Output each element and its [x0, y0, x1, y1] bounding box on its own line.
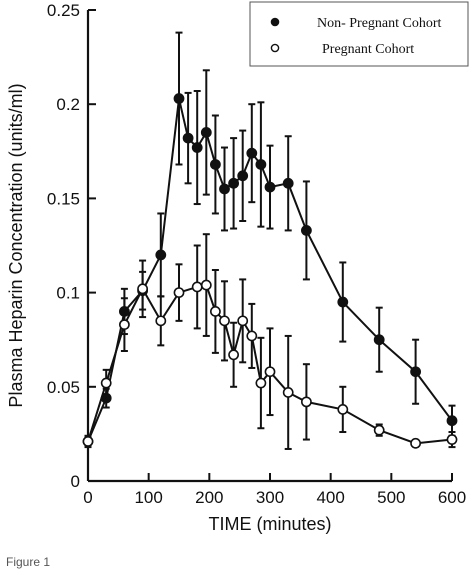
x-tick-label: 300: [256, 488, 284, 507]
pregnant-point: [100, 377, 112, 389]
data-points: [82, 93, 458, 449]
figure-caption: Figure 1: [6, 555, 50, 569]
pregnant-point: [228, 349, 239, 361]
legend: Non- Pregnant Cohort Pregnant Cohort: [249, 1, 469, 67]
non-pregnant-point: [337, 296, 349, 308]
y-tick-label: 0.05: [47, 378, 80, 397]
non-pregnant-point: [219, 183, 230, 195]
non-pregnant-point: [410, 366, 421, 378]
legend-marker-non-pregnant: [270, 17, 280, 27]
legend-box: [249, 1, 469, 67]
pregnant-point: [155, 315, 167, 327]
pregnant-point: [191, 281, 203, 293]
pregnant-point: [255, 377, 267, 389]
non-pregnant-point: [264, 181, 276, 193]
non-pregnant-point: [373, 334, 385, 346]
pregnant-point: [200, 279, 212, 291]
x-tick-label: 0: [83, 488, 92, 507]
y-tick-label: 0.2: [56, 95, 80, 114]
non-pregnant-point: [255, 159, 267, 170]
pregnant-point: [300, 396, 312, 408]
non-pregnant-point: [155, 249, 167, 261]
x-tick-label: 400: [316, 488, 344, 507]
y-tick-label: 0.25: [47, 1, 80, 20]
pregnant-point: [282, 387, 294, 398]
pregnant-point: [237, 315, 249, 327]
pregnant-point: [119, 319, 130, 331]
pregnant-point: [137, 283, 148, 295]
non-pregnant-point: [200, 127, 212, 138]
legend-marker-pregnant: [270, 43, 280, 53]
x-tick-label: 200: [195, 488, 223, 507]
y-tick-label: 0.15: [47, 189, 80, 208]
legend-label-pregnant: Pregnant Cohort: [322, 42, 414, 57]
pregnant-point: [173, 287, 185, 298]
pregnant-point: [264, 366, 276, 378]
non-pregnant-point: [191, 142, 203, 153]
pregnant-point: [246, 330, 258, 342]
non-pregnant-point: [119, 306, 130, 317]
non-pregnant-point: [209, 159, 221, 170]
legend-label-non-pregnant: Non- Pregnant Cohort: [317, 16, 442, 31]
axes: 0 0.05 0.1 0.15 0.2 0.25 0 100 200 300 400 500 600 TI…: [6, 1, 466, 534]
non-pregnant-point: [446, 415, 458, 427]
non-pregnant-point: [228, 177, 239, 189]
non-pregnant-point: [246, 147, 258, 159]
non-pregnant-point: [100, 392, 112, 404]
error-bars: [84, 31, 456, 450]
pregnant-point: [337, 404, 349, 415]
pregnant-point: [446, 434, 458, 445]
non-pregnant-point: [282, 177, 294, 189]
non-pregnant-point: [173, 93, 185, 104]
pregnant-point: [410, 437, 421, 449]
pregnant-point: [82, 436, 94, 447]
x-axis-title: TIME (minutes): [208, 514, 331, 534]
y-axis-title: Plasma Heparin Concentration (units/ml): [6, 83, 26, 407]
non-pregnant-point: [300, 225, 312, 236]
pregnant-point: [373, 424, 385, 436]
x-tick-label: 500: [377, 488, 405, 507]
x-tick-label: 600: [438, 488, 466, 507]
non-pregnant-point: [182, 132, 194, 144]
pregnant-point: [219, 315, 230, 327]
pregnant-point: [209, 306, 221, 317]
y-tick-label: 0.1: [56, 284, 80, 303]
x-tick-label: 100: [134, 488, 162, 507]
non-pregnant-point: [237, 170, 249, 182]
y-tick-label: 0: [71, 472, 80, 491]
